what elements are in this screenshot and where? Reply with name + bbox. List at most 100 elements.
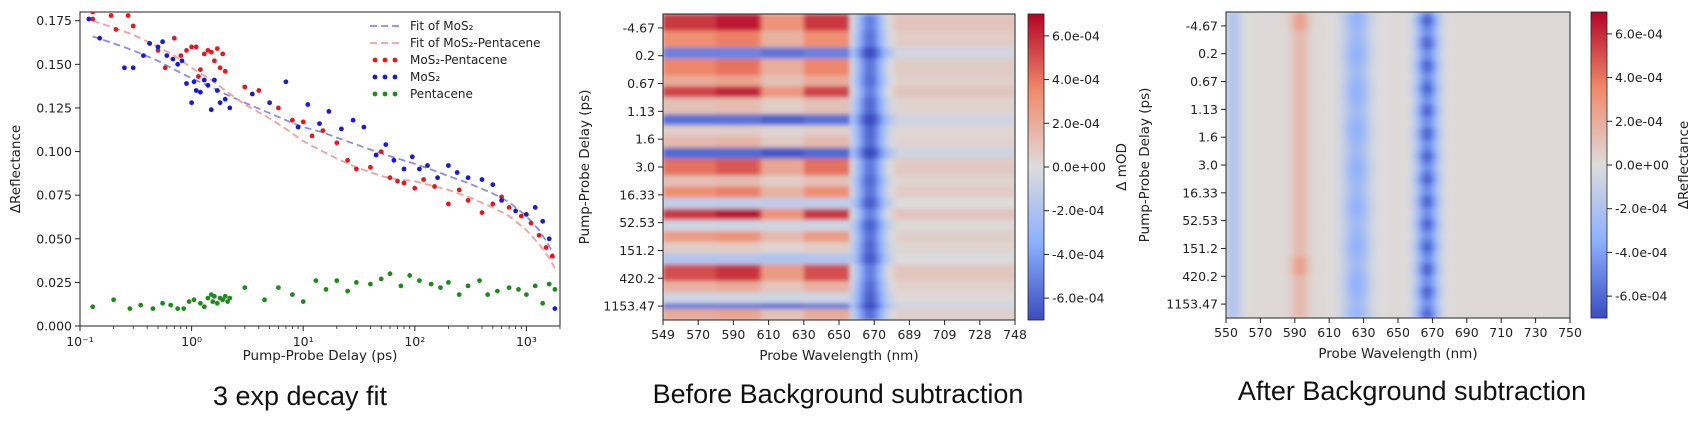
heatmap-cell — [951, 130, 956, 137]
heatmap-cell — [772, 158, 777, 165]
heatmap-cell — [768, 114, 773, 121]
heatmap-cell — [729, 58, 734, 65]
heatmap-cell — [1004, 203, 1009, 210]
heatmap-cell — [927, 197, 932, 204]
heatmap-cell — [891, 69, 896, 76]
heatmap-cell — [948, 264, 953, 271]
heatmap-cell — [677, 175, 682, 182]
heatmap-cell — [835, 119, 840, 126]
heatmap-cell — [958, 114, 963, 121]
heatmap-cell — [976, 225, 981, 232]
heatmap-cell — [835, 197, 840, 204]
heatmap-cell — [976, 64, 981, 71]
heatmap-cell — [846, 192, 851, 199]
heatmap-cell — [789, 97, 794, 104]
heatmap-cell — [722, 136, 727, 143]
data-point-pentacene — [417, 278, 422, 283]
heatmap-cell — [796, 225, 801, 232]
heatmap-cell — [789, 236, 794, 243]
heatmap-cell — [761, 169, 766, 176]
heatmap-cell — [849, 19, 854, 26]
heatmap-cell — [758, 52, 763, 60]
heatmap-cell — [831, 91, 837, 99]
heatmap-cell — [877, 114, 882, 121]
heatmap-cell — [751, 114, 756, 121]
heatmap-cell — [853, 219, 858, 227]
heatmap-cell — [789, 69, 794, 76]
heatmap-cell — [715, 25, 720, 32]
heatmap-cell — [976, 30, 981, 37]
heatmap-cell — [884, 197, 889, 204]
heatmap-cell — [944, 242, 949, 249]
heatmap-cell — [761, 236, 766, 243]
heatmap-cell — [895, 175, 900, 182]
heatmap-cell — [976, 108, 981, 115]
heatmap-cell — [1011, 203, 1015, 210]
data-point-mos2-pentacene — [309, 133, 315, 139]
heatmap-cell — [930, 164, 935, 171]
heatmap-cell — [701, 269, 706, 277]
heatmap-cell — [824, 114, 830, 121]
heatmap-cell — [740, 36, 745, 43]
heatmap-cell — [821, 80, 826, 87]
heatmap-cell — [993, 47, 998, 54]
heatmap-cell — [955, 130, 960, 137]
heatmap-cell — [831, 186, 837, 193]
heatmap-cell — [986, 130, 991, 137]
heatmap-cell — [712, 197, 717, 204]
heatmap-cell — [810, 47, 815, 54]
heatmap-cell — [962, 108, 967, 115]
heatmap-cell — [814, 158, 819, 165]
heatmap-cell — [888, 69, 893, 76]
heatmap-cell — [849, 30, 854, 37]
heatmap-cell — [986, 80, 991, 87]
heatmap-cell — [817, 141, 822, 149]
data-point-mos2 — [222, 96, 228, 102]
heatmap-cell — [775, 158, 780, 165]
heatmap-cell — [902, 97, 907, 104]
heatmap-cell — [715, 75, 720, 82]
data-point-mos2 — [147, 41, 153, 46]
heatmap-cell — [814, 214, 819, 221]
heatmap-cell — [765, 136, 770, 143]
heatmap-cell — [712, 69, 717, 76]
heatmap-cell — [691, 91, 696, 99]
heatmap-cell — [912, 36, 918, 43]
heatmap-cell — [962, 158, 967, 165]
heatmap-cell — [919, 180, 925, 188]
heatmap-cell — [927, 158, 932, 165]
heatmap-cell — [979, 153, 984, 160]
heatmap-cell — [839, 64, 844, 71]
heatmap-cell — [814, 52, 819, 60]
heatmap-cell — [779, 269, 784, 277]
heatmap-cell — [990, 114, 995, 121]
heatmap-cell — [751, 36, 756, 43]
heatmap-cell — [937, 186, 942, 193]
heatmap-cell — [673, 197, 678, 204]
heatmap-cell — [747, 153, 752, 160]
heatmap-cell — [962, 230, 967, 238]
heatmap-cell — [877, 236, 882, 243]
heatmap-cell — [863, 164, 868, 171]
heatmap-cell — [965, 108, 970, 115]
heatmap-cell — [691, 247, 696, 254]
heatmap-cell — [765, 219, 770, 227]
heatmap-cell — [944, 130, 949, 137]
heatmap-cell — [895, 158, 900, 165]
heatmap-cell — [909, 25, 914, 32]
heatmap-cell — [972, 30, 977, 37]
heatmap-cell — [726, 236, 731, 243]
heatmap-cell — [670, 253, 675, 260]
heatmap-cell — [680, 275, 685, 282]
data-point-mos2 — [249, 91, 255, 97]
heatmap-cell — [944, 125, 949, 132]
heatmap-cell — [923, 242, 928, 249]
heatmap-cell — [927, 97, 932, 104]
heatmap-cell — [990, 197, 995, 204]
heatmap-cell — [800, 30, 805, 37]
heatmap-cell — [772, 164, 777, 171]
data-point-mos2 — [155, 44, 161, 50]
heatmap-cell — [905, 180, 910, 188]
data-point-mos2 — [499, 198, 504, 203]
heatmap-cell — [719, 47, 724, 54]
